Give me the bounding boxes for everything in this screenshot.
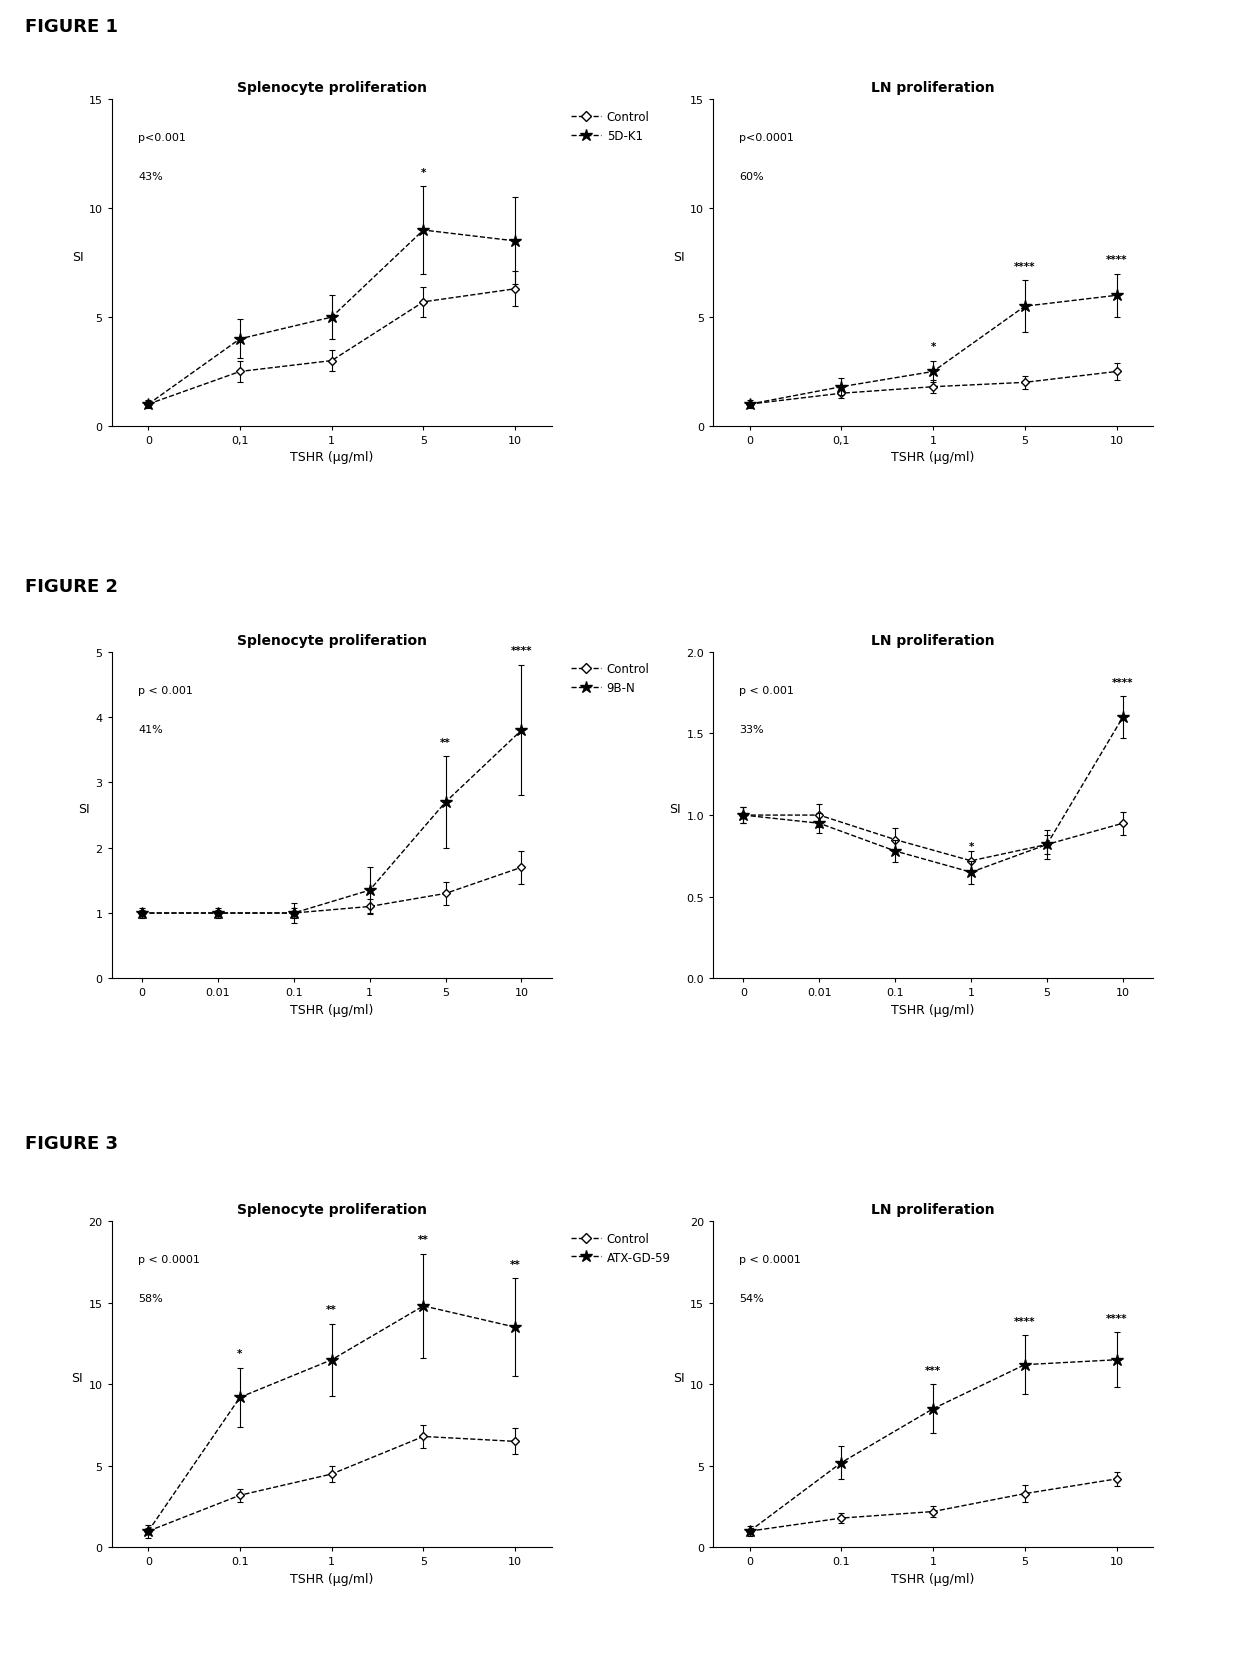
X-axis label: TSHR (μg/ml): TSHR (μg/ml)	[290, 1573, 373, 1584]
Y-axis label: SI: SI	[670, 803, 681, 815]
X-axis label: TSHR (μg/ml): TSHR (μg/ml)	[290, 1004, 373, 1016]
Text: ****: ****	[1014, 1317, 1035, 1327]
Text: p < 0.0001: p < 0.0001	[739, 1255, 801, 1263]
Y-axis label: SI: SI	[72, 251, 83, 263]
Y-axis label: SI: SI	[72, 1372, 83, 1385]
Text: ****: ****	[511, 646, 532, 656]
Text: ****: ****	[1112, 678, 1133, 688]
Text: ****: ****	[1106, 1313, 1127, 1323]
Text: p<0.001: p<0.001	[138, 134, 186, 142]
Text: **: **	[326, 1305, 337, 1315]
Text: **: **	[418, 1235, 429, 1245]
Text: FIGURE 2: FIGURE 2	[25, 577, 118, 596]
Title: Splenocyte proliferation: Splenocyte proliferation	[237, 1201, 427, 1216]
Text: 58%: 58%	[138, 1293, 162, 1303]
Text: *: *	[420, 167, 427, 177]
Title: Splenocyte proliferation: Splenocyte proliferation	[237, 80, 427, 95]
Text: **: **	[510, 1260, 521, 1268]
Title: Splenocyte proliferation: Splenocyte proliferation	[237, 632, 427, 647]
Text: p < 0.001: p < 0.001	[739, 686, 795, 694]
Text: FIGURE 3: FIGURE 3	[25, 1134, 118, 1153]
Y-axis label: SI: SI	[78, 803, 91, 815]
Legend: Control, 9B-N: Control, 9B-N	[567, 659, 655, 699]
Text: 60%: 60%	[739, 172, 764, 182]
Text: **: **	[440, 738, 451, 748]
Text: ***: ***	[925, 1365, 941, 1375]
Text: ****: ****	[1106, 254, 1127, 264]
Text: p < 0.001: p < 0.001	[138, 686, 193, 694]
Text: *: *	[968, 842, 973, 852]
X-axis label: TSHR (μg/ml): TSHR (μg/ml)	[892, 1004, 975, 1016]
Text: *: *	[930, 341, 936, 351]
Title: LN proliferation: LN proliferation	[872, 632, 994, 647]
Text: p < 0.0001: p < 0.0001	[138, 1255, 200, 1263]
Text: 43%: 43%	[138, 172, 162, 182]
X-axis label: TSHR (μg/ml): TSHR (μg/ml)	[290, 452, 373, 463]
Title: LN proliferation: LN proliferation	[872, 1201, 994, 1216]
Title: LN proliferation: LN proliferation	[872, 80, 994, 95]
X-axis label: TSHR (μg/ml): TSHR (μg/ml)	[892, 452, 975, 463]
Legend: Control, ATX-GD-59: Control, ATX-GD-59	[567, 1228, 676, 1268]
Y-axis label: SI: SI	[673, 251, 684, 263]
Y-axis label: SI: SI	[673, 1372, 684, 1385]
X-axis label: TSHR (μg/ml): TSHR (μg/ml)	[892, 1573, 975, 1584]
Text: 54%: 54%	[739, 1293, 764, 1303]
Text: p<0.0001: p<0.0001	[739, 134, 795, 142]
Text: ****: ****	[1014, 261, 1035, 271]
Text: 33%: 33%	[739, 724, 764, 734]
Text: 41%: 41%	[138, 724, 162, 734]
Text: *: *	[237, 1348, 243, 1358]
Text: FIGURE 1: FIGURE 1	[25, 18, 118, 37]
Legend: Control, 5D-K1: Control, 5D-K1	[567, 107, 655, 147]
